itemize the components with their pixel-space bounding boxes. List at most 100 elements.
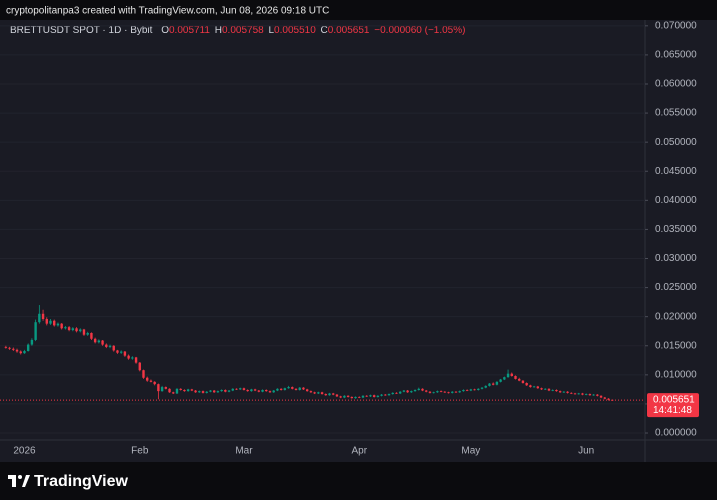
candle-body [387, 394, 391, 396]
candle-body [116, 350, 119, 353]
candle-body [529, 385, 532, 388]
candle-body [436, 391, 439, 393]
candle-body [562, 391, 566, 393]
candle-body [354, 396, 357, 399]
x-tick-label: Jun [578, 446, 594, 457]
candle-body [86, 332, 89, 335]
candle-body [599, 395, 603, 398]
y-tick-label: 0.000000 [655, 428, 697, 439]
candle-body [272, 390, 275, 393]
candle-body [227, 390, 231, 392]
candle-body [157, 384, 160, 392]
y-tick-label: 0.050000 [655, 137, 697, 148]
candle-body [64, 327, 67, 329]
y-tick-label: 0.030000 [655, 253, 697, 264]
candle-body [328, 393, 331, 396]
candle-body [175, 388, 179, 394]
candle-body [41, 313, 45, 320]
candle-body [525, 382, 528, 386]
candle-body [119, 351, 123, 353]
candle-body [212, 390, 216, 393]
candle-body [339, 396, 342, 398]
candle-body [49, 320, 52, 324]
candle-body [417, 388, 420, 390]
logo-slash [22, 475, 30, 487]
candle-body [261, 389, 264, 392]
candle-body [209, 390, 212, 392]
candle-body [305, 389, 309, 392]
candle-body [93, 338, 97, 343]
candle-body [4, 346, 8, 348]
candle-body [395, 392, 398, 394]
candle-body [101, 340, 104, 345]
y-tick-label: 0.040000 [655, 195, 697, 206]
candle-body [71, 328, 75, 331]
candle-body [380, 394, 383, 396]
candle-body [372, 395, 376, 397]
candle-body [56, 323, 60, 326]
candle-body [566, 391, 569, 393]
legend-high: 0.005758 [222, 25, 264, 36]
candle-body [75, 328, 78, 332]
candle-body [491, 383, 495, 385]
candle-body [198, 391, 201, 393]
candle-body [8, 347, 11, 349]
legend-low: 0.005510 [274, 25, 316, 36]
candle-body [257, 390, 261, 392]
candle-body [581, 393, 584, 395]
candle-body [172, 392, 175, 394]
candle-body [179, 388, 182, 390]
candle-body [458, 391, 461, 393]
y-tick-label: 0.060000 [655, 79, 697, 90]
candle-body [183, 389, 186, 392]
candle-body [369, 395, 372, 397]
candle-body [253, 389, 257, 391]
candle-body [30, 339, 34, 345]
candle-body [358, 396, 361, 398]
candle-body [134, 357, 138, 363]
y-tick-label: 0.070000 [655, 20, 697, 31]
candle-body [588, 394, 592, 396]
candle-body [298, 387, 301, 390]
candle-body [190, 389, 194, 391]
candle-body [406, 390, 409, 393]
candle-body [108, 345, 112, 347]
candle-body [220, 389, 223, 392]
candle-body [265, 389, 268, 392]
candle-body [216, 391, 220, 393]
candle-body [350, 396, 354, 399]
candle-body [250, 389, 253, 392]
x-tick-label: May [461, 446, 480, 457]
candle-body [447, 392, 450, 394]
candle-body [469, 389, 473, 391]
candle-body [146, 377, 149, 381]
candle-body [105, 344, 108, 347]
legend-open: 0.005711 [169, 25, 210, 36]
candle-body [45, 319, 48, 324]
y-tick-label: 0.065000 [655, 50, 697, 61]
candle-body [164, 387, 168, 389]
logo-dot [18, 475, 22, 479]
legend: BRETTUSDT SPOT · 1D · Bybit O0.005711 H0… [10, 25, 465, 36]
candle-body [320, 392, 324, 395]
candle-body [138, 362, 141, 371]
candle-body [302, 387, 305, 390]
candle-body [242, 388, 246, 390]
legend-symbol: BRETTUSDT SPOT · 1D · Bybit [10, 25, 153, 36]
candle-body [332, 393, 335, 395]
candle-body [343, 395, 346, 398]
candle-body [67, 327, 71, 331]
candle-body [506, 373, 510, 378]
candle-body [90, 332, 93, 339]
candle-body [425, 390, 428, 392]
candle-body [462, 389, 465, 392]
candle-body [596, 394, 599, 396]
candle-body [153, 381, 156, 385]
x-tick-label: 2026 [13, 446, 36, 457]
candle-body [521, 380, 525, 383]
price-tag-countdown: 14:41:48 [653, 405, 692, 416]
candle-body [231, 388, 234, 391]
candle-body [514, 376, 517, 379]
candle-body [168, 388, 171, 393]
